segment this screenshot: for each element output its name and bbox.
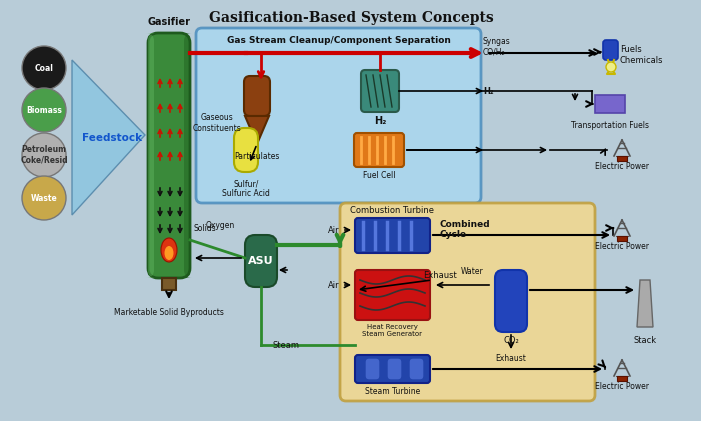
Text: Solids: Solids (193, 224, 216, 232)
Ellipse shape (161, 238, 177, 262)
Text: Gaseous
Constituents: Gaseous Constituents (193, 113, 242, 133)
Circle shape (606, 62, 616, 72)
FancyBboxPatch shape (355, 270, 430, 320)
Text: Combined
Cycle: Combined Cycle (440, 220, 491, 240)
FancyBboxPatch shape (361, 70, 399, 112)
FancyBboxPatch shape (409, 358, 424, 380)
FancyBboxPatch shape (603, 40, 618, 60)
Circle shape (22, 46, 66, 90)
Bar (162, 278, 176, 290)
Text: Heat Recovery
Steam Generator: Heat Recovery Steam Generator (362, 324, 423, 337)
Text: Stack: Stack (634, 336, 657, 345)
Text: Electric Power: Electric Power (595, 242, 649, 251)
Text: Fuel Cell: Fuel Cell (362, 171, 395, 180)
Text: Electric Power: Electric Power (595, 382, 649, 391)
Polygon shape (637, 280, 653, 327)
Text: Transportation Fuels: Transportation Fuels (571, 121, 649, 130)
Text: Petroleum
Coke/Resid: Petroleum Coke/Resid (20, 145, 68, 165)
Text: Oxygen: Oxygen (205, 221, 235, 230)
Text: Gasifier: Gasifier (147, 17, 191, 27)
Text: H₂: H₂ (483, 86, 494, 96)
Text: CO₂: CO₂ (503, 336, 519, 345)
FancyBboxPatch shape (148, 33, 190, 278)
Text: Particulates: Particulates (234, 152, 280, 161)
Text: Sulfur/
Sulfuric Acid: Sulfur/ Sulfuric Acid (222, 179, 270, 198)
FancyBboxPatch shape (340, 203, 595, 401)
FancyBboxPatch shape (354, 133, 404, 167)
FancyBboxPatch shape (355, 355, 430, 383)
Text: Marketable Solid Byproducts: Marketable Solid Byproducts (114, 308, 224, 317)
FancyBboxPatch shape (244, 76, 270, 116)
Text: Feedstock: Feedstock (82, 133, 142, 143)
Text: Combustion Turbine: Combustion Turbine (350, 206, 435, 215)
Circle shape (22, 133, 66, 177)
Text: Fuels
Chemicals: Fuels Chemicals (620, 45, 664, 65)
Text: Syngas
CO/H₂: Syngas CO/H₂ (483, 37, 511, 57)
Text: Exhaust: Exhaust (423, 271, 457, 280)
Circle shape (22, 176, 66, 220)
Text: Steam Turbine: Steam Turbine (365, 387, 420, 396)
Text: Gasification-Based System Concepts: Gasification-Based System Concepts (209, 11, 494, 25)
Polygon shape (72, 60, 145, 215)
Text: Air: Air (328, 226, 340, 234)
Text: Steam: Steam (273, 341, 299, 349)
Text: Exhaust: Exhaust (496, 354, 526, 363)
Bar (617, 376, 627, 381)
Text: Water: Water (461, 267, 484, 277)
FancyBboxPatch shape (387, 358, 402, 380)
FancyBboxPatch shape (146, 33, 156, 278)
Text: H₂: H₂ (374, 116, 386, 126)
Bar (617, 236, 627, 241)
Ellipse shape (165, 246, 174, 260)
FancyBboxPatch shape (245, 235, 277, 287)
Text: Coal: Coal (34, 64, 53, 72)
Text: Waste: Waste (31, 194, 57, 203)
Text: Electric Power: Electric Power (595, 162, 649, 171)
FancyBboxPatch shape (365, 358, 380, 380)
FancyBboxPatch shape (196, 28, 481, 203)
Text: ASU: ASU (248, 256, 274, 266)
FancyBboxPatch shape (355, 218, 430, 253)
Text: Air: Air (328, 280, 340, 290)
FancyBboxPatch shape (182, 33, 192, 278)
Text: Biomass: Biomass (26, 106, 62, 115)
Polygon shape (245, 116, 269, 144)
Text: Gas Stream Cleanup/Component Separation: Gas Stream Cleanup/Component Separation (226, 36, 451, 45)
Bar (595, 95, 625, 113)
FancyBboxPatch shape (234, 128, 258, 172)
FancyBboxPatch shape (495, 270, 527, 332)
Bar (617, 156, 627, 161)
Circle shape (22, 88, 66, 132)
